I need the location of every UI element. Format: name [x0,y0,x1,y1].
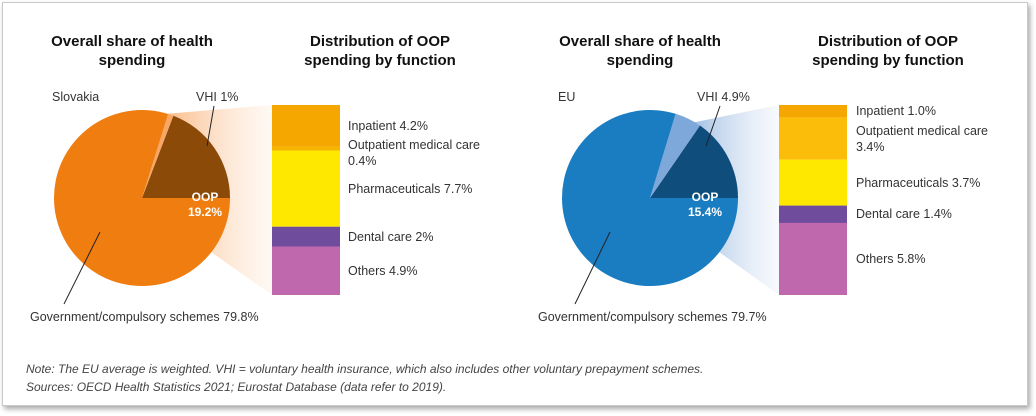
chart-title: Distribution of OOP spending by function [803,32,973,70]
segment-label: Others 5.8% [856,251,1006,267]
label-part: Outpatient medical care [348,137,481,152]
bar-segment [272,150,340,227]
leader-line [206,105,215,147]
segment-label: Pharmaceuticals 7.7% [348,181,498,197]
leader-line [574,231,611,305]
bar-segment [272,105,340,147]
pie-slice [650,113,700,198]
pie-slice [142,115,230,198]
bar-segment [272,146,340,151]
slice-label: Government/compulsory schemes 79.8% [30,309,259,325]
segment-label: Outpatient medical care 0.4% [348,137,498,169]
bar-segment [779,117,847,160]
bar-segment [272,246,340,295]
segment-label: Inpatient 4.2% [348,118,498,134]
label-part: Overall share of health spending [559,33,721,69]
bar-segment [272,226,340,247]
label-part: 79.7% [731,310,767,324]
pie-slice [142,113,174,198]
segment-label: Outpatient medical care 3.4% [856,123,1006,155]
label-part: 19.2% [187,205,223,219]
label-part: Slovakia [52,90,100,104]
label-part: 1.4% [923,207,952,222]
slice-label: OOP 19.2% [175,190,235,220]
leader-line [63,231,101,305]
segment-label: Pharmaceuticals 3.7% [856,175,1006,191]
label-part: Others [348,263,386,278]
label-part: Dental care [856,207,920,222]
label-part: Others [856,251,894,266]
pie-slice [562,110,738,287]
sources: Sources: OECD Health Statistics 2021; Eu… [26,380,447,394]
label-part: Distribution of OOP spending by function [304,33,456,69]
label-part: 3.7% [951,175,981,190]
region-label: Slovakia [52,89,99,105]
segment-label: Inpatient 1.0% [856,103,1006,119]
segment-label: Others 4.9% [348,263,498,279]
label-part: EU [558,90,576,104]
pie-slice [650,125,738,198]
label-part: Government/compulsory schemes [538,310,728,324]
slice-label: VHI 4.9% [697,89,750,105]
bar-segment [779,105,847,118]
label-part: Inpatient [856,104,904,119]
bar-segment [779,222,847,295]
bar-segment [779,159,847,206]
label-part: Dental care [348,229,412,244]
label-part: OOP [191,190,219,204]
region-label: EU [558,89,575,105]
chart-title: Overall share of health spending [555,32,725,70]
label-part: 3.4% [856,139,885,154]
segment-label: Dental care 1.4% [856,206,1006,222]
label-part: 7.7% [443,181,473,196]
label-part: VHI [196,90,217,104]
leader-line [705,105,721,147]
label-part: Overall share of health spending [51,33,213,69]
label-part: 1.0% [907,104,936,119]
label-part: 5.8% [897,251,926,266]
label-part: 4.9% [721,90,750,104]
label-part: 2% [415,229,434,244]
label-part: 4.2% [399,118,428,133]
label-part: Distribution of OOP spending by function [812,33,964,69]
label-part: Pharmaceuticals [856,175,949,190]
note: Note: The EU average is weighted. VHI = … [26,362,704,376]
slice-label: VHI 1% [196,89,238,105]
label-part: Outpatient medical care [856,123,989,138]
label-part: VHI [697,90,718,104]
label-part: 1% [220,90,239,104]
slice-label: OOP 15.4% [675,190,735,220]
label-part: Government/compulsory schemes [30,310,220,324]
bar-segment [779,205,847,223]
label-part: 15.4% [687,205,723,219]
chart-title: Distribution of OOP spending by function [295,32,465,70]
label-part: Inpatient [348,118,396,133]
pie-slice [54,110,230,287]
label-part: 79.8% [223,310,259,324]
label-part: 0.4% [348,153,377,168]
label-part: OOP [691,190,719,204]
label-part: Pharmaceuticals [348,181,441,196]
label-part: 4.9% [389,263,418,278]
slice-label: Government/compulsory schemes 79.7% [538,309,767,325]
segment-label: Dental care 2% [348,229,498,245]
chart-title: Overall share of health spending [47,32,217,70]
